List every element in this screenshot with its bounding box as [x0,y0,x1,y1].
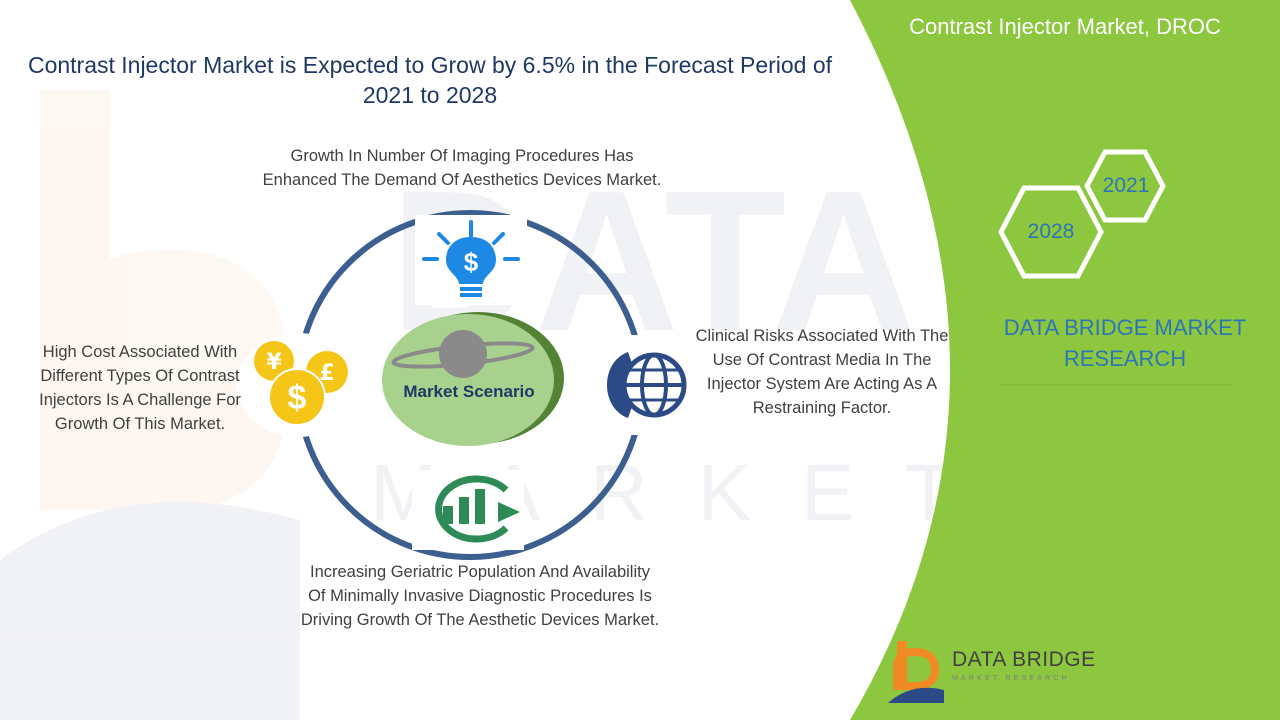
driver-text-bottom: Increasing Geriatric Population And Avai… [300,563,660,629]
main-title: Contrast Injector Market is Expected to … [27,52,833,108]
green-side-panel [850,0,1280,720]
svg-text:$: $ [288,379,307,417]
svg-text:¥: ¥ [266,350,282,375]
header-label: Contrast Injector Market, DROC [909,14,1221,39]
driver-text-top: Growth In Number Of Imaging Procedures H… [262,147,662,189]
year-start-label: 2021 [1102,174,1150,197]
restraint-text-right: Clinical Risks Associated With The Use O… [695,327,949,417]
center-disc [382,314,554,446]
challenge-text-left: High Cost Associated With Different Type… [39,343,241,433]
hexagon-2028 [998,185,1104,279]
center-label: Market Scenario [403,382,535,401]
svg-text:$: $ [464,247,479,277]
logo-name: DATA BRIDGE [952,648,1096,671]
svg-text:£: £ [319,361,334,386]
logo-tagline: MARKET RESEARCH [952,675,1070,682]
bar-chart-growth-icon [435,475,520,543]
data-bridge-logo-mark [888,641,944,703]
currency-coins-icon: ¥ £ $ [254,341,348,426]
year-end-label: 2028 [1027,220,1075,243]
brand-text: DATA BRIDGE MARKET RESEARCH [1003,315,1247,371]
lightbulb-dollar-icon: $ [422,220,520,297]
hexagon-2021 [1084,149,1166,223]
planet-icon [439,330,487,378]
phone-globe-icon [607,352,687,418]
